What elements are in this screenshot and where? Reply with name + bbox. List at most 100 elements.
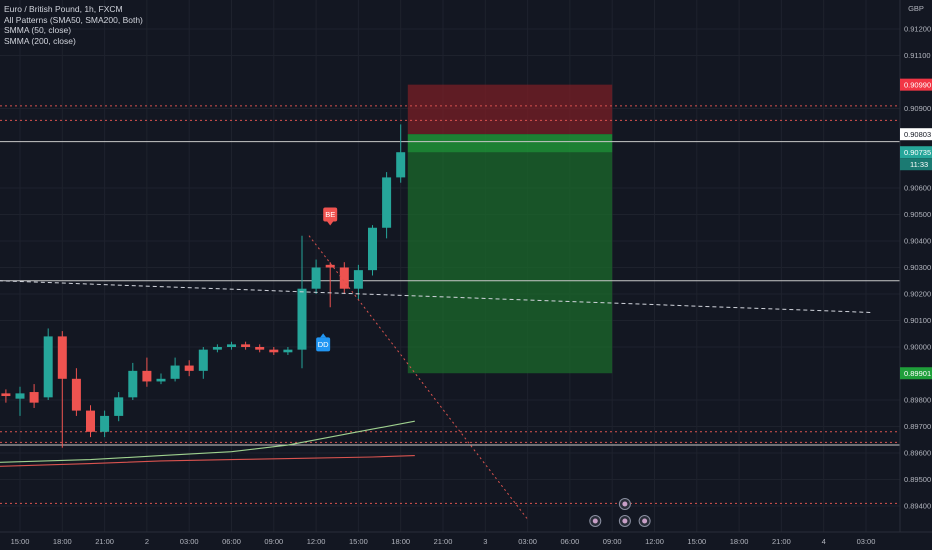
candle-body — [227, 344, 236, 347]
candle-body — [212, 347, 222, 350]
time-tick-label: 15:00 — [349, 537, 368, 546]
price-tick-label: 0.89800 — [904, 396, 931, 405]
candles — [1, 124, 406, 448]
trendlines[interactable] — [0, 235, 874, 520]
time-tick-label: 21:00 — [95, 537, 114, 546]
flag-icon — [592, 518, 598, 524]
pattern-text: BE — [325, 210, 335, 219]
candle-body — [142, 370, 152, 382]
pattern-labels[interactable]: BE DD — [316, 207, 338, 352]
candle-body — [184, 365, 194, 371]
time-axis[interactable]: 15:00 18:00 21:00 2 03:00 06:00 09:00 12:00 15:0… — [11, 537, 876, 546]
candle-body — [198, 349, 208, 371]
pattern-label-dd[interactable]: DD — [316, 333, 331, 352]
price-tick-label: 0.90200 — [904, 290, 931, 299]
price-tick-label: 0.89500 — [904, 475, 931, 484]
time-tick-label: 12:00 — [645, 537, 664, 546]
candle-body — [339, 267, 349, 289]
price-tick-label: 0.90300 — [904, 263, 931, 272]
candle-body — [43, 336, 53, 398]
candle-body — [71, 378, 81, 411]
time-tick-label: 18:00 — [53, 537, 72, 546]
price-axis-background — [900, 0, 932, 550]
time-tick-label: 06:00 — [561, 537, 580, 546]
candle-body — [396, 152, 406, 178]
candle-body — [128, 370, 138, 398]
price-tick-label: 0.89600 — [904, 449, 931, 458]
price-tag — [900, 146, 932, 159]
time-tick-label: 2 — [145, 537, 149, 546]
time-tick-label: 18:00 — [391, 537, 410, 546]
horizontal-levels[interactable] — [0, 105, 900, 504]
time-tick-label: 3 — [483, 537, 487, 546]
candle-body — [29, 392, 39, 403]
countdown-label: 11:33 — [910, 160, 928, 169]
smma-50-line — [0, 420, 415, 463]
smma-200-line — [0, 455, 415, 467]
take-profit-zone[interactable] — [407, 134, 613, 374]
candle-body — [86, 410, 95, 432]
price-tag — [900, 128, 932, 141]
price-tick-label: 0.89400 — [904, 502, 931, 511]
price-tick-label: 0.90100 — [904, 316, 931, 325]
candle-body — [311, 267, 321, 289]
candle-body — [368, 227, 377, 271]
time-tick-label: 09:00 — [264, 537, 283, 546]
time-tick-label: 12:00 — [307, 537, 326, 546]
candle-body — [241, 344, 251, 347]
price-tick-label: 0.90500 — [904, 210, 931, 219]
candle-body — [353, 270, 363, 289]
price-tag-label: 0.90735 — [904, 148, 931, 157]
flag-icon — [642, 518, 648, 524]
countdown-tag — [900, 158, 932, 171]
economic-events[interactable] — [589, 498, 651, 527]
price-tick-label: 0.90400 — [904, 237, 931, 246]
candle-body — [297, 288, 307, 350]
pattern-text: DD — [318, 340, 329, 349]
flag-icon — [622, 518, 628, 524]
price-tick-label: 0.89700 — [904, 422, 931, 431]
candle-body — [283, 349, 293, 353]
candle-body — [325, 264, 335, 268]
candle-body — [1, 393, 11, 397]
time-tick-label: 03:00 — [518, 537, 537, 546]
time-tick-label: 4 — [822, 537, 826, 546]
price-tick-label: 0.91100 — [904, 51, 931, 60]
flag-icon — [622, 501, 628, 507]
candle-body — [170, 365, 180, 379]
time-tick-label: 06:00 — [222, 537, 241, 546]
indicator-lines — [0, 420, 415, 467]
candle-body — [269, 349, 279, 353]
time-tick-label: 03:00 — [857, 537, 876, 546]
open-pnl-zone — [407, 134, 613, 153]
price-axis[interactable]: 0.91200 0.91100 0.90900 0.90600 0.90500 0.904… — [904, 25, 931, 511]
candle-body — [100, 415, 110, 432]
price-tick-label: 0.90600 — [904, 184, 931, 193]
time-tick-label: 15:00 — [11, 537, 30, 546]
currency-label: GBP — [908, 4, 924, 13]
time-tick-label: 21:00 — [772, 537, 791, 546]
price-tag — [900, 367, 932, 380]
pattern-label-be[interactable]: BE — [323, 207, 338, 226]
time-tick-label: 03:00 — [180, 537, 199, 546]
pattern-pointer — [320, 333, 327, 338]
candle-body — [15, 393, 25, 399]
candle-body — [57, 336, 67, 379]
price-tag-label: 0.90803 — [904, 130, 931, 139]
pattern-pointer — [327, 221, 334, 226]
candle-body — [114, 397, 124, 416]
stop-loss-zone[interactable] — [407, 84, 613, 135]
price-tag-label: 0.90990 — [904, 80, 931, 89]
candle-body — [255, 347, 265, 350]
price-tick-label: 0.90900 — [904, 104, 931, 113]
price-tags: 0.90990 0.90803 0.90735 0.89901 11:33 — [900, 78, 932, 380]
pattern-badge — [316, 337, 331, 352]
price-tick-label: 0.90000 — [904, 343, 931, 352]
pattern-badge — [323, 207, 338, 222]
time-tick-label: 18:00 — [730, 537, 749, 546]
position-zones[interactable] — [407, 84, 613, 374]
dashed-trendline[interactable] — [0, 280, 874, 314]
time-tick-label: 15:00 — [687, 537, 706, 546]
candle-body — [382, 177, 392, 228]
